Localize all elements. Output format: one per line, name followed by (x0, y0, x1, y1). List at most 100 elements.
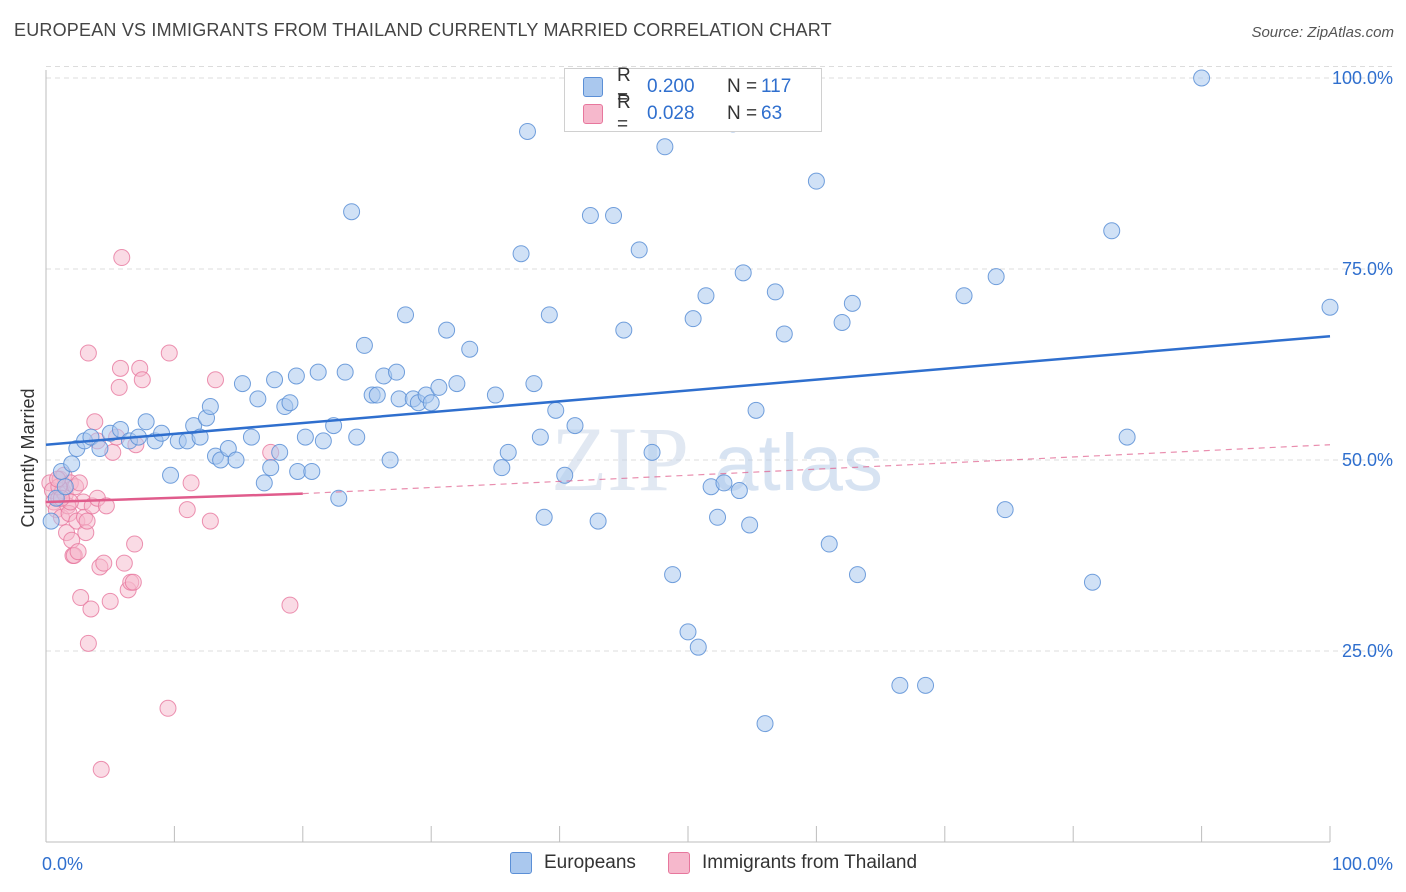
legend-europeans[interactable]: Europeans (510, 852, 636, 874)
european-point (281, 394, 299, 412)
thailand-point (133, 371, 151, 389)
n-value: 117 (761, 76, 792, 97)
bottom-legend: Europeans Immigrants from Thailand (0, 852, 1406, 878)
european-point (848, 566, 866, 584)
n-label: N = (727, 103, 758, 124)
r-label: R = (617, 65, 631, 108)
european-point (741, 516, 759, 534)
thailand-point (159, 699, 177, 717)
chart-title: EUROPEAN VS IMMIGRANTS FROM THAILAND CUR… (14, 20, 832, 40)
european-point (430, 378, 448, 396)
pink-swatch-icon (583, 104, 603, 124)
european-point (137, 413, 155, 431)
r-value: 0.200 (647, 76, 695, 97)
thailand-point (97, 497, 115, 515)
thailand-point (79, 634, 97, 652)
thailand-point (182, 474, 200, 492)
pink-swatch-icon (668, 852, 690, 874)
stats-legend: R = 0.200 N = 117 R = 0.028 N = 63 (564, 65, 822, 135)
european-point (303, 462, 321, 480)
european-point (630, 241, 648, 259)
y-axis-label: Currently Married (18, 388, 38, 527)
trend-lines (45, 334, 1331, 504)
european-point (843, 294, 861, 312)
european-point (314, 432, 332, 450)
blue-swatch-icon (510, 852, 532, 874)
legend-europeans-label: Europeans (544, 852, 636, 873)
european-point (1103, 222, 1121, 240)
blue-swatch-icon (583, 77, 603, 97)
y-tick-label: 50.0% (1342, 450, 1393, 470)
european-point (730, 482, 748, 500)
european-point (512, 245, 530, 263)
r-value: 0.028 (647, 103, 695, 124)
european-point (566, 417, 584, 435)
european-point (201, 398, 219, 416)
european-point (820, 535, 838, 553)
stats-row-europeans: R = 0.200 N = 117 (565, 65, 792, 108)
legend-thailand[interactable]: Immigrants from Thailand (668, 852, 917, 874)
axes (45, 70, 1331, 843)
european-point (684, 310, 702, 328)
european-point (499, 443, 517, 461)
thailand-point (124, 573, 142, 591)
european-point (493, 459, 511, 477)
european-point (766, 283, 784, 301)
european-point (42, 512, 60, 530)
european-point (355, 336, 373, 354)
european-point (1118, 428, 1136, 446)
y-tick-label: 25.0% (1342, 641, 1393, 661)
european-point (531, 428, 549, 446)
european-point (227, 451, 245, 469)
european-point (540, 306, 558, 324)
european-point (397, 306, 415, 324)
thailand-point (126, 535, 144, 553)
watermark: ZIP atlas (551, 408, 883, 510)
european-point (249, 390, 267, 408)
european-point (309, 363, 327, 381)
european-point (262, 459, 280, 477)
european-point (556, 466, 574, 484)
european-point (486, 386, 504, 404)
european-point (448, 375, 466, 393)
european-point (679, 623, 697, 641)
european-point (422, 394, 440, 412)
european-point (605, 207, 623, 225)
european-point (91, 440, 109, 458)
european-point (63, 455, 81, 473)
european-point (547, 401, 565, 419)
european-points (42, 69, 1339, 733)
european-point (775, 325, 793, 343)
thailand-point (101, 592, 119, 610)
european-point (242, 428, 260, 446)
european-point (343, 203, 361, 221)
y-tick-label: 75.0% (1342, 259, 1393, 279)
european-point (891, 676, 909, 694)
european-point (756, 715, 774, 733)
european-point (348, 428, 366, 446)
european-point (266, 371, 284, 389)
european-point (734, 264, 752, 282)
thailand-point (78, 512, 96, 530)
european-point (56, 478, 74, 496)
source-label: Source: ZipAtlas.com (1251, 24, 1394, 41)
thailand-point (206, 371, 224, 389)
thailand-point (115, 554, 133, 572)
european-trend-line (45, 334, 1331, 446)
european-point (615, 321, 633, 339)
x-tick-label: 0.0% (42, 854, 83, 874)
x-tick-label: 100.0% (1332, 854, 1393, 874)
thailand-point (113, 249, 131, 267)
european-point (535, 508, 553, 526)
european-point (1083, 573, 1101, 591)
european-point (833, 313, 851, 331)
r-label: R = (617, 92, 631, 135)
european-point (581, 207, 599, 225)
european-point (1193, 69, 1211, 87)
european-point (461, 340, 479, 358)
european-point (271, 443, 289, 461)
thailand-point (92, 760, 110, 778)
thailand-point (79, 344, 97, 362)
european-point (368, 386, 386, 404)
